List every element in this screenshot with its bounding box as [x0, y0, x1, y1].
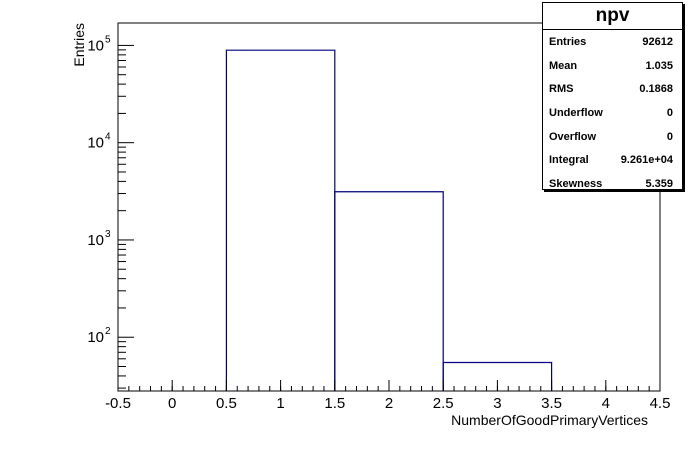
stats-row-value: 5.359 [645, 177, 673, 190]
stats-row-label: Underflow [549, 106, 603, 119]
x-tick-label: 2.5 [433, 395, 454, 412]
stats-row-value: 1.035 [645, 59, 673, 72]
stats-row: Underflow 0 [543, 101, 682, 125]
x-tick-label: 0.5 [216, 395, 237, 412]
y-tick-exponent: 2 [105, 326, 111, 337]
stats-box-title: npv [543, 3, 682, 30]
y-axis-title: Entries [71, 23, 87, 67]
x-tick-label: 1.5 [324, 395, 345, 412]
x-axis-title: NumberOfGoodPrimaryVertices [451, 412, 648, 428]
stats-row-value: 9.261e+04 [620, 154, 673, 167]
y-minor-ticks [118, 44, 134, 389]
stats-row-label: Entries [549, 35, 587, 48]
y-tick-exponent: 3 [105, 229, 111, 240]
x-tick-label: 3 [493, 395, 501, 412]
x-tick-label: 4.5 [650, 395, 671, 412]
y-tick-label: 10 [87, 232, 104, 249]
y-tick-label: 10 [87, 329, 104, 346]
x-tick-label: 0 [168, 395, 176, 412]
stats-row-value: 0 [666, 130, 673, 143]
y-tick-exponent: 5 [105, 34, 111, 45]
y-tick-label: 10 [87, 135, 104, 152]
stats-row: Mean 1.035 [543, 54, 682, 78]
stats-row: Integral 9.261e+04 [543, 148, 682, 172]
stats-rows: Entries 92612 Mean 1.035 RMS 0.1868 Underflow 0… [543, 30, 682, 196]
x-tick-label: -0.5 [105, 395, 131, 412]
stats-row-label: Overflow [549, 130, 597, 143]
stats-row-value: 92612 [642, 35, 673, 48]
y-tick-label: 10 [87, 37, 104, 54]
stats-row: Overflow 0 [543, 125, 682, 149]
stats-row-label: RMS [549, 83, 574, 96]
histogram-bin-2 [334, 191, 444, 391]
y-tick-exponent: 4 [105, 132, 111, 143]
x-tick-label: 3.5 [541, 395, 562, 412]
stats-row-label: Skewness [549, 177, 603, 190]
x-tick-label: 4 [602, 395, 610, 412]
x-axis-ticks: -0.5 0 0.5 1 1.5 2 2.5 3 3.5 4 4.5 [105, 380, 670, 412]
histogram-bin-1 [225, 49, 336, 391]
stats-row-value: 0 [666, 106, 673, 119]
x-tick-label: 2 [385, 395, 393, 412]
stats-box: npv Entries 92612 Mean 1.035 RMS 0.1868 Underf… [542, 2, 683, 190]
stats-row-label: Mean [549, 59, 578, 72]
stats-row-label: Integral [549, 154, 589, 167]
stats-row: RMS 0.1868 [543, 77, 682, 101]
histogram-bins [225, 49, 553, 391]
stats-row-value: 0.1868 [639, 83, 673, 96]
histogram-bin-3 [442, 361, 553, 391]
stats-row: Entries 92612 [543, 30, 682, 54]
x-tick-label: 1 [276, 395, 284, 412]
stats-row: Skewness 5.359 [543, 172, 682, 196]
